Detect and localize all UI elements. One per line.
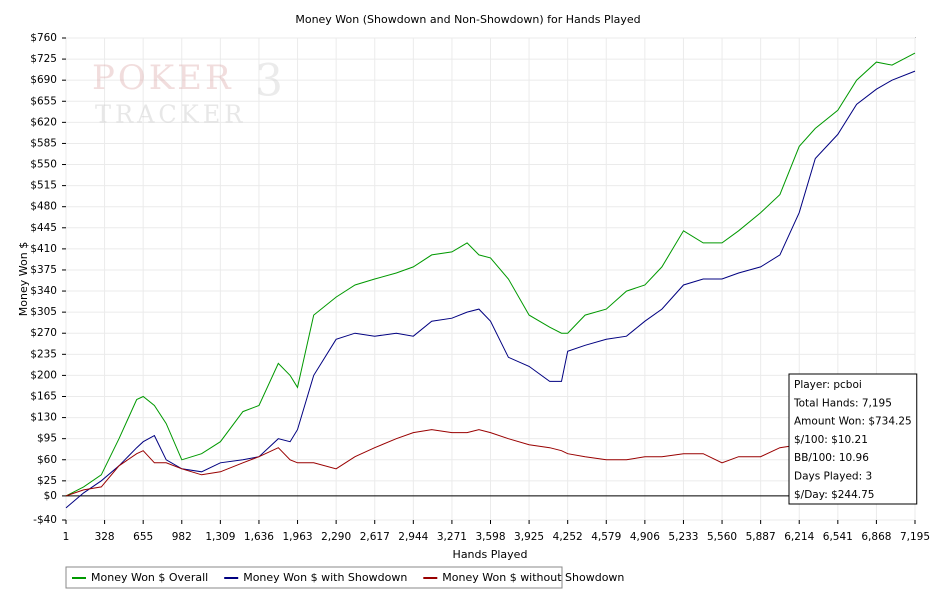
series-line <box>65 52 916 497</box>
x-axis-label: Hands Played <box>453 548 528 561</box>
legend-label: Money Won $ with Showdown <box>243 571 407 584</box>
x-tick-label: 2,617 <box>360 531 390 543</box>
x-tick-label: 3,271 <box>437 531 467 543</box>
x-tick-label: 4,252 <box>553 531 583 543</box>
y-axis-label: Money Won $ <box>17 242 30 316</box>
x-tick-label: 1,309 <box>205 531 235 543</box>
info-line: BB/100: 10.96 <box>794 452 869 464</box>
legend-label: Money Won $ without Showdown <box>442 571 624 584</box>
info-line: $/Day: $244.75 <box>794 489 874 501</box>
x-tick-label: 1,963 <box>283 531 313 543</box>
x-tick-label: 1,636 <box>244 531 274 543</box>
y-tick-label: $95 <box>37 433 57 445</box>
y-tick-label: $305 <box>30 306 57 318</box>
x-tick-label: 6,541 <box>823 531 853 543</box>
x-tick-label: 3,598 <box>475 531 505 543</box>
x-tick-label: 4,906 <box>630 531 660 543</box>
y-tick-label: $0 <box>44 490 57 502</box>
x-tick-label: 4,579 <box>591 531 621 543</box>
y-tick-label: -$40 <box>33 514 57 526</box>
x-tick-label: 655 <box>133 531 153 543</box>
x-tick-label: 328 <box>95 531 115 543</box>
y-tick-label: $655 <box>30 95 57 107</box>
info-line: $/100: $10.21 <box>794 434 868 446</box>
series-line <box>65 429 916 497</box>
y-tick-label: $515 <box>30 180 57 192</box>
info-box-frame <box>788 373 918 505</box>
y-tick-label: $690 <box>30 74 57 86</box>
watermark: POKER 3 TRACKER <box>92 56 283 129</box>
x-tick-label: 7,195 <box>900 531 930 543</box>
y-tick-label: $375 <box>30 264 57 276</box>
y-tick-label: $445 <box>30 222 57 234</box>
y-tick-label: $270 <box>30 327 57 339</box>
chart-title: Money Won (Showdown and Non-Showdown) fo… <box>295 13 640 26</box>
x-tick-label: 6,214 <box>784 531 814 543</box>
y-tick-label: $725 <box>30 53 57 65</box>
y-tick-label: $200 <box>30 369 57 381</box>
x-tick-label: 1 <box>63 531 70 543</box>
y-tick-label: $165 <box>30 390 57 402</box>
y-tick-label: $235 <box>30 348 57 360</box>
grid <box>65 37 916 521</box>
info-box: Player: pcboi Total Hands: 7,195 Amount Wo… <box>788 373 918 505</box>
x-tick-label: 5,887 <box>746 531 776 543</box>
x-tick-label: 5,560 <box>707 531 737 543</box>
x-tick-label: 2,944 <box>398 531 428 543</box>
y-tick-label: $25 <box>37 475 57 487</box>
y-tick-label: $130 <box>30 412 57 424</box>
legend-box <box>65 566 563 589</box>
x-tick-label: 982 <box>172 531 192 543</box>
x-tick-label: 5,233 <box>668 531 698 543</box>
y-tick-label: $760 <box>30 32 57 44</box>
y-tick-label: $340 <box>30 285 57 297</box>
y-tick-label: $550 <box>30 159 57 171</box>
info-line: Total Hands: 7,195 <box>793 397 892 409</box>
y-tick-label: $410 <box>30 243 57 255</box>
watermark-text: 3 <box>255 56 283 107</box>
y-tick-label: $60 <box>37 454 57 466</box>
y-tick-label: $480 <box>30 201 57 213</box>
legend-label: Money Won $ Overall <box>91 571 208 584</box>
x-tick-label: 2,290 <box>321 531 351 543</box>
info-line: Player: pcboi <box>794 379 862 391</box>
info-line: Days Played: 3 <box>794 471 872 483</box>
info-line: Amount Won: $734.25 <box>794 416 912 428</box>
legend: Money Won $ Overall Money Won $ with Show… <box>65 566 624 589</box>
y-tick-label: $585 <box>30 137 57 149</box>
x-tick-label: 6,868 <box>861 531 891 543</box>
x-tick-label: 3,925 <box>514 531 544 543</box>
y-tick-label: $620 <box>30 116 57 128</box>
watermark-text: TRACKER <box>95 101 246 129</box>
watermark-text: POKER <box>92 58 234 98</box>
